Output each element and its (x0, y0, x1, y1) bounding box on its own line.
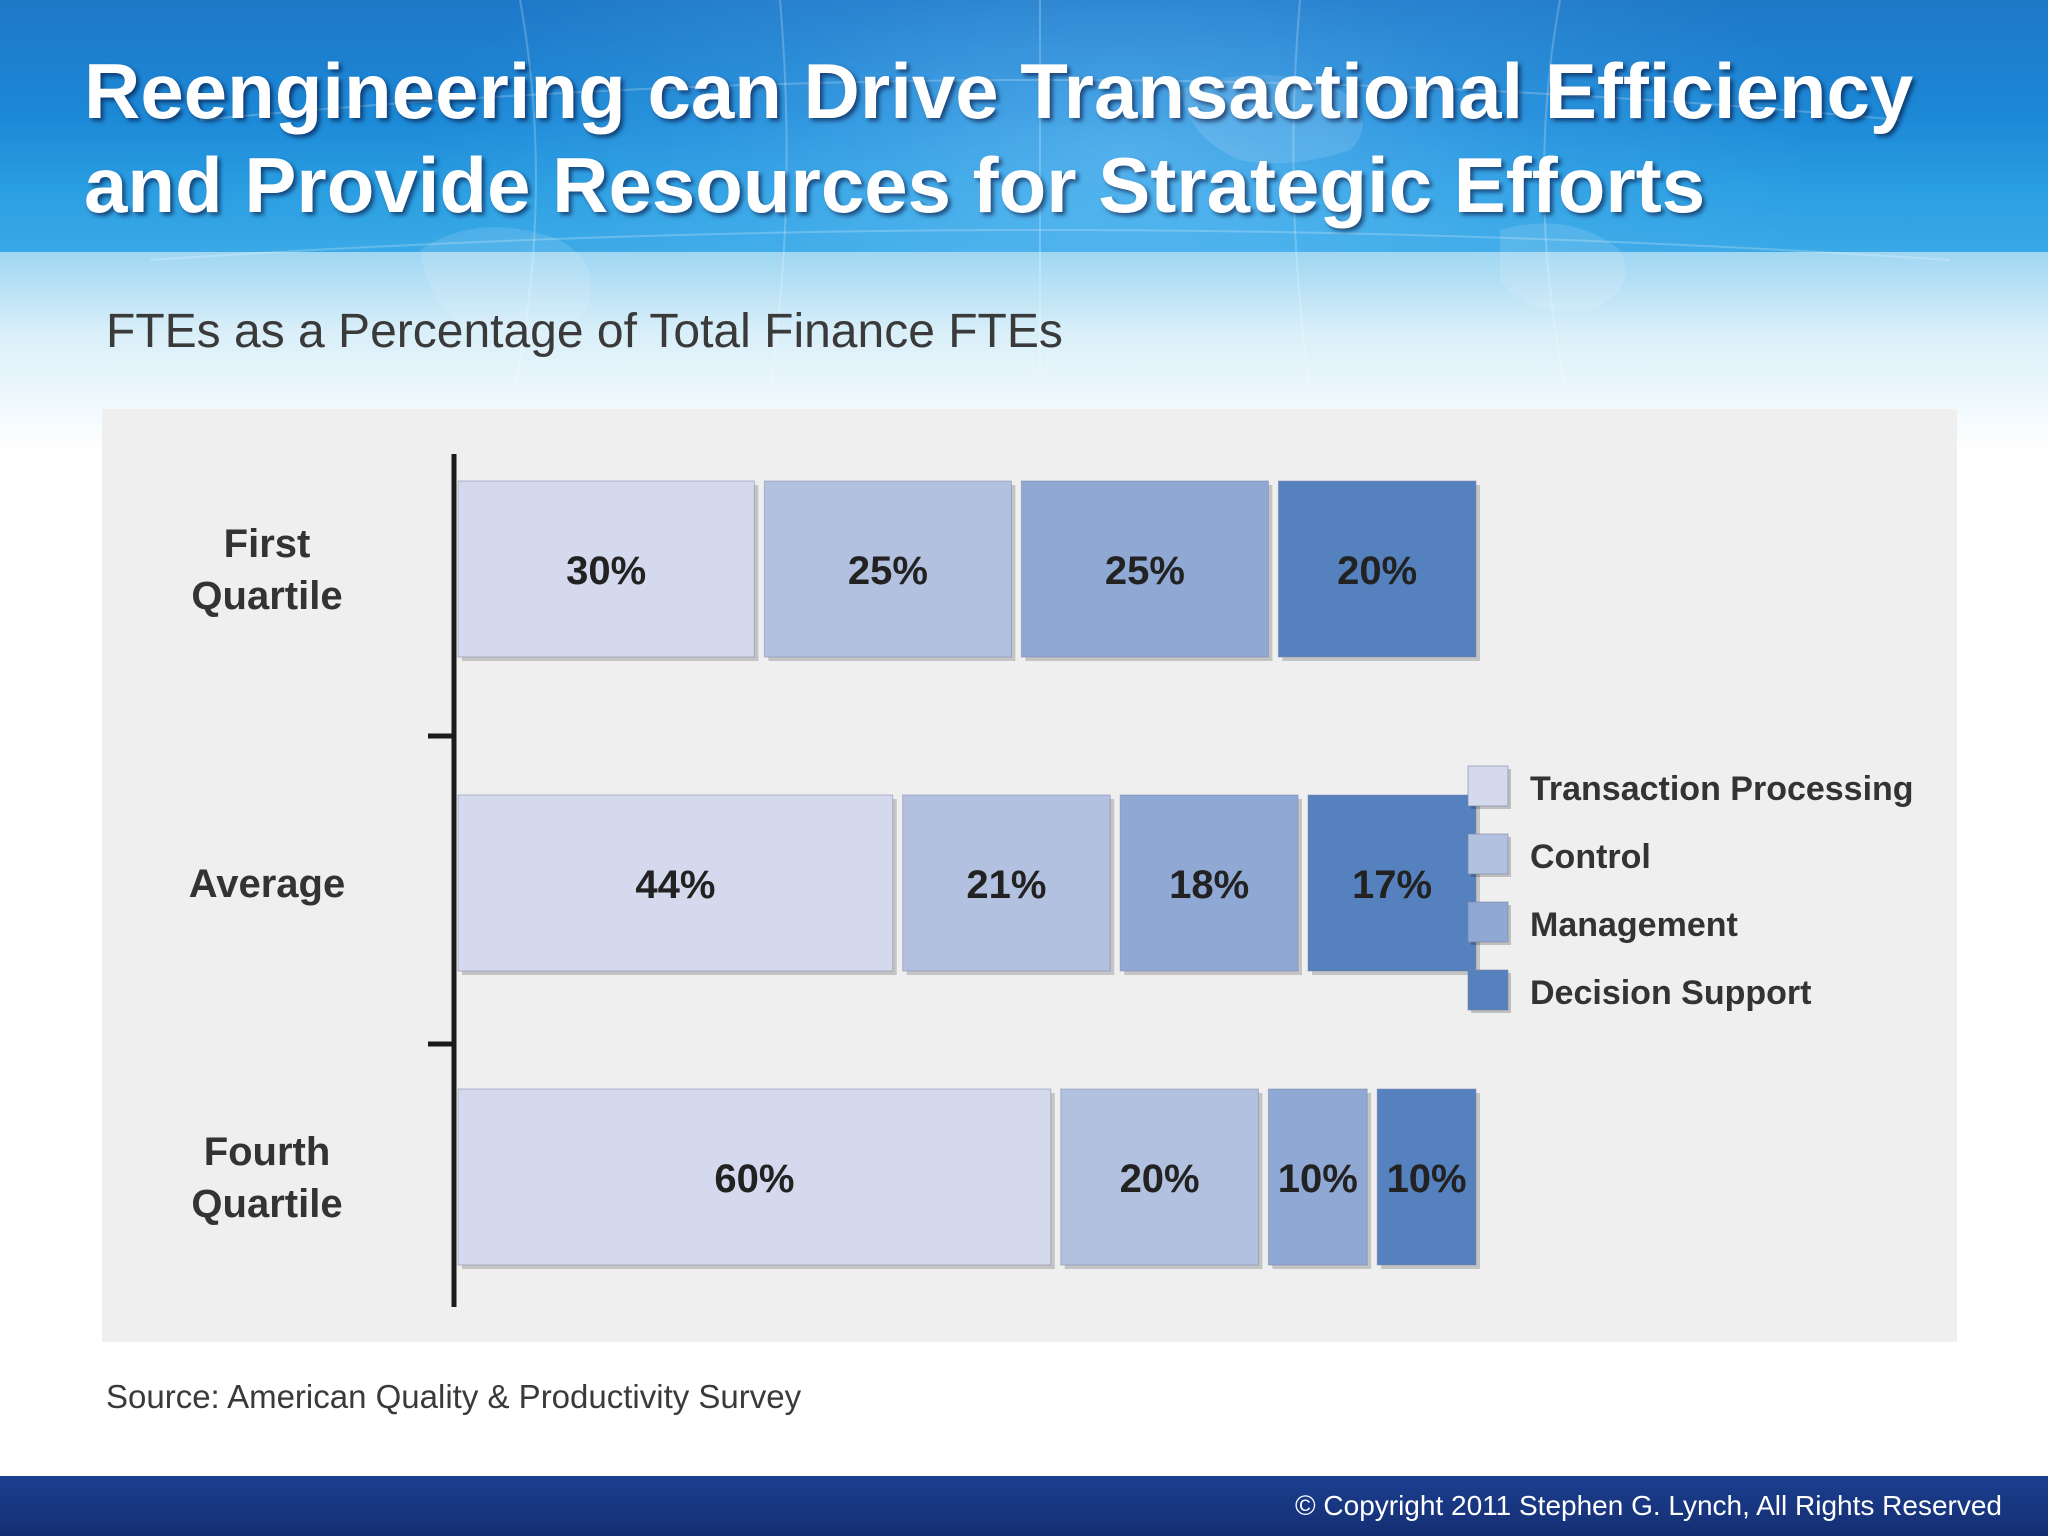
bar-fourth-quartile-control (1060, 1088, 1259, 1266)
bar-average-transaction-processing (457, 794, 894, 972)
data-label-first-quartile-management: 25% (1105, 549, 1185, 593)
category-label-average: Average (189, 862, 345, 906)
legend-label-control: Control (1530, 838, 1651, 876)
data-label-fourth-quartile-transaction-processing: 60% (714, 1157, 794, 1201)
chart-panel: First Quartile Average Fourth Quartile 30% 25%… (102, 409, 1957, 1342)
chart-subtitle: FTEs as a Percentage of Total Finance FT… (106, 305, 1063, 358)
data-label-average-control: 21% (966, 863, 1046, 907)
bar-average-control (902, 794, 1111, 972)
data-label-average-decision-support: 17% (1352, 863, 1432, 907)
globe-map-decoration (149, 0, 1951, 452)
bar-fourth-quartile-management (1267, 1088, 1368, 1266)
legend-label-transaction-processing: Transaction Processing (1530, 770, 1914, 808)
copyright-text: © Copyright 2011 Stephen G. Lynch, All R… (1294, 1490, 2002, 1521)
legend-swatch-decision-support (1467, 969, 1509, 1011)
legend-label-management: Management (1530, 906, 1738, 944)
bar-first-quartile-transaction-processing (457, 480, 755, 658)
legend-swatch-management (1467, 901, 1509, 943)
bar-average-decision-support (1307, 794, 1477, 972)
slide-title: Reengineering can Drive Transactional Ef… (84, 47, 1914, 229)
bar-first-quartile-decision-support (1277, 480, 1477, 658)
bar-average-management (1119, 794, 1299, 972)
footer-bar: © Copyright 2011 Stephen G. Lynch, All R… (0, 1476, 2048, 1536)
data-label-first-quartile-transaction-processing: 30% (566, 549, 646, 593)
data-label-fourth-quartile-decision-support: 10% (1387, 1157, 1467, 1201)
source-note: Source: American Quality & Productivity … (106, 1378, 802, 1415)
category-label-fourth-quartile: Fourth Quartile (191, 1130, 342, 1226)
data-label-fourth-quartile-management: 10% (1278, 1157, 1358, 1201)
bar-first-quartile-control (763, 480, 1012, 658)
legend-swatch-control (1467, 833, 1509, 875)
category-label-first-quartile: First Quartile (191, 522, 342, 618)
data-label-first-quartile-control: 25% (848, 549, 928, 593)
data-label-first-quartile-decision-support: 20% (1337, 549, 1417, 593)
data-label-fourth-quartile-control: 20% (1120, 1157, 1200, 1201)
bar-first-quartile-management (1020, 480, 1269, 658)
stacked-bar-chart: First Quartile Average Fourth Quartile 30% 25%… (189, 454, 1914, 1307)
legend-swatch-transaction-processing (1467, 765, 1509, 807)
data-label-average-transaction-processing: 44% (635, 863, 715, 907)
bar-fourth-quartile-decision-support (1376, 1088, 1477, 1266)
title-banner (0, 0, 2048, 252)
data-label-average-management: 18% (1169, 863, 1249, 907)
legend-label-decision-support: Decision Support (1530, 974, 1811, 1012)
bar-fourth-quartile-transaction-processing (457, 1088, 1052, 1266)
